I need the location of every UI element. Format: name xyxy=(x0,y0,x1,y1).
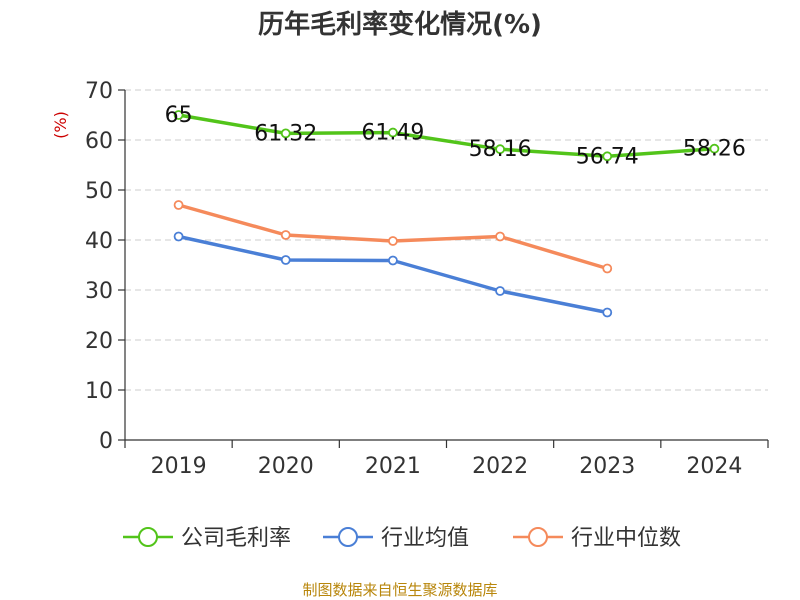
y-tick-label-20: 20 xyxy=(85,329,113,354)
y-tick-label-50: 50 xyxy=(85,179,113,204)
x-tick-label-2024: 2024 xyxy=(686,454,742,479)
data-label-2022: 58.16 xyxy=(469,137,532,162)
y-tick-label-70: 70 xyxy=(85,79,113,104)
data-point-s1-2020 xyxy=(280,255,291,265)
legend: 公司毛利率 行业均值 行业中位数 xyxy=(123,526,681,551)
data-point-s2-2019 xyxy=(173,200,184,210)
data-point-s2-2020 xyxy=(280,230,291,240)
series-group: 65 61.32 61.49 58.16 56.74 58.26 xyxy=(165,103,746,318)
data-label-2021: 61.49 xyxy=(361,121,424,146)
data-point-s2-2021 xyxy=(388,236,398,246)
data-point-s0-2019 xyxy=(173,110,184,120)
y-axis-unit: (%) xyxy=(51,111,70,139)
legend-label-0: 公司毛利率 xyxy=(181,526,291,551)
data-point-s2-2023 xyxy=(602,263,613,274)
data-point-s0-2022 xyxy=(495,144,505,155)
data-point-s1-2022 xyxy=(495,286,505,296)
x-tick-label-2019: 2019 xyxy=(151,454,207,479)
legend-marker-2 xyxy=(528,527,548,547)
y-tick-label-30: 30 xyxy=(85,279,113,304)
legend-label-2: 行业中位数 xyxy=(571,526,681,551)
x-tick-label-2023: 2023 xyxy=(579,454,635,479)
x-tick-label-2022: 2022 xyxy=(472,454,528,479)
data-point-s0-2020 xyxy=(280,128,291,139)
y-tick-label-10: 10 xyxy=(85,379,113,404)
x-tick-label-2020: 2020 xyxy=(258,454,314,479)
legend-label-1: 行业均值 xyxy=(381,526,469,551)
chart-title: 历年毛利率变化情况(%) xyxy=(258,9,542,40)
data-point-s2-2022 xyxy=(495,231,505,242)
data-label-2024: 58.26 xyxy=(683,137,746,162)
data-label-2023: 56.74 xyxy=(576,144,639,169)
source-note: 制图数据来自恒生聚源数据库 xyxy=(302,581,497,599)
data-label-2020: 61.32 xyxy=(254,121,317,146)
axes: 0 10 20 30 40 50 60 70 2019 2020 2021 2022 2023 2024 xyxy=(85,79,769,479)
data-point-s1-2021 xyxy=(388,255,398,266)
y-tick-label-0: 0 xyxy=(99,429,113,454)
y-tick-label-60: 60 xyxy=(85,129,113,154)
data-label-2019: 65 xyxy=(165,103,193,128)
data-point-s0-2024 xyxy=(709,143,720,154)
legend-marker-1 xyxy=(338,527,358,547)
series-line-0 xyxy=(176,113,717,159)
data-point-s1-2019 xyxy=(173,231,184,242)
y-tick-label-40: 40 xyxy=(85,229,113,254)
legend-marker-0 xyxy=(138,527,158,547)
data-point-s0-2023 xyxy=(602,151,613,162)
x-tick-label-2021: 2021 xyxy=(365,454,421,479)
data-point-s1-2023 xyxy=(602,307,613,318)
data-point-s0-2021 xyxy=(388,127,398,138)
